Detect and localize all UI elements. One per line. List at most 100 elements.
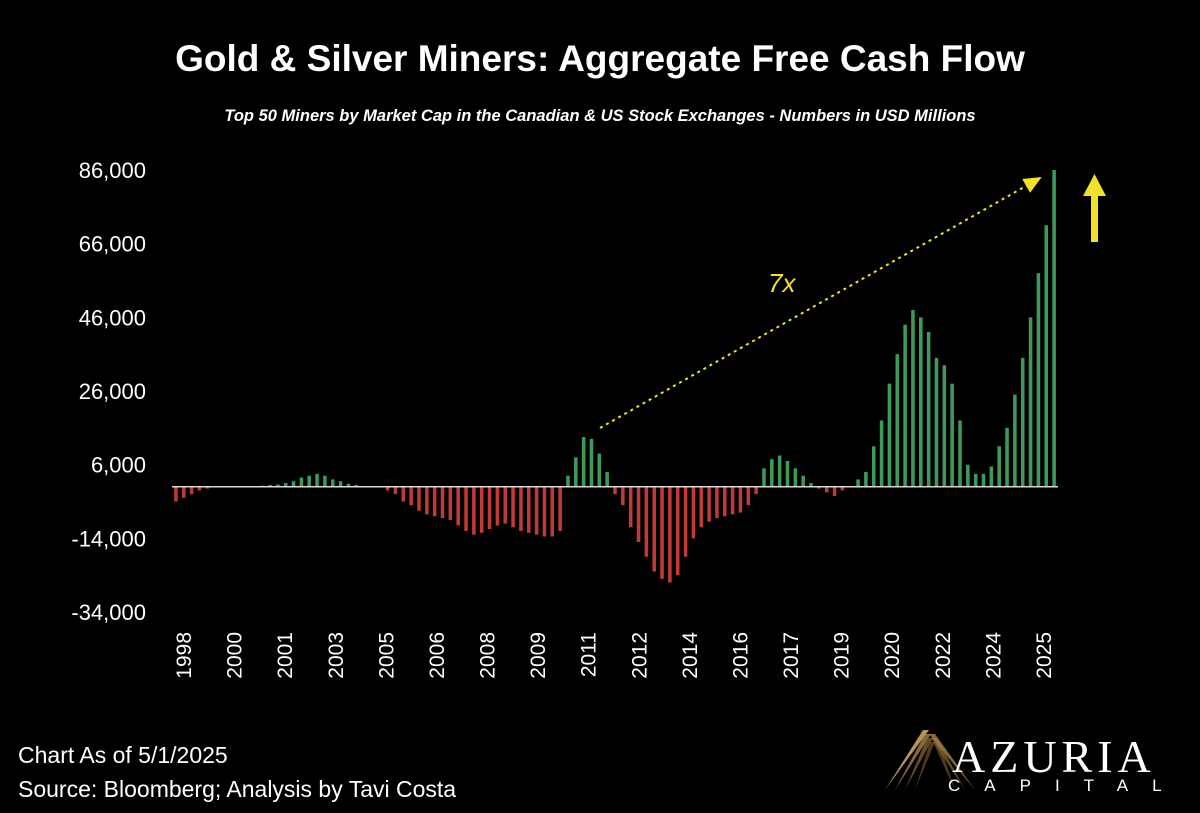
bar — [479, 486, 484, 533]
bar — [903, 324, 907, 487]
bar — [1044, 225, 1048, 487]
bar — [973, 473, 978, 487]
x-tick-label: 1998 — [173, 632, 196, 679]
bar — [542, 486, 547, 537]
bar — [1028, 317, 1033, 487]
bar — [621, 486, 625, 506]
bar — [942, 365, 947, 487]
y-tick-label: 46,000 — [79, 305, 146, 330]
bar — [738, 486, 743, 513]
bar — [315, 473, 319, 487]
x-tick-label: 2022 — [932, 632, 955, 679]
bar — [409, 486, 413, 506]
bar — [534, 486, 539, 535]
bar — [895, 354, 900, 487]
x-tick-label: 2020 — [881, 632, 904, 679]
bar — [981, 473, 986, 487]
x-tick-label: 2016 — [729, 632, 752, 679]
bar — [817, 486, 821, 489]
bar — [182, 486, 186, 498]
bar — [393, 486, 398, 495]
bar — [511, 486, 515, 528]
bar — [871, 446, 876, 487]
bar — [574, 457, 578, 487]
bar — [723, 486, 727, 517]
brand-subtitle: CAPITAL — [948, 776, 1186, 795]
x-tick-label: 2006 — [426, 632, 449, 679]
y-tick-label: 86,000 — [79, 158, 146, 183]
x-tick-label: 2001 — [274, 632, 297, 679]
bar — [456, 486, 460, 526]
y-tick-label: 26,000 — [79, 379, 146, 404]
bar — [605, 472, 609, 487]
bar — [597, 453, 602, 487]
bar — [189, 486, 194, 495]
chart-title: Gold & Silver Miners: Aggregate Free Cas… — [175, 38, 1025, 79]
up-arrow-icon — [1083, 174, 1106, 242]
chart-subtitle: Top 50 Miners by Market Cap in the Canad… — [224, 107, 976, 125]
bar — [997, 446, 1001, 487]
bar — [864, 472, 868, 487]
bar — [503, 486, 507, 524]
bar — [919, 317, 923, 487]
bar — [777, 455, 782, 487]
bar — [785, 460, 790, 487]
bar — [762, 468, 766, 487]
x-tick-label: 2025 — [1033, 632, 1056, 679]
bar — [770, 459, 774, 487]
bar — [887, 383, 892, 487]
y-tick-label: -34,000 — [71, 600, 146, 625]
x-tick-label: 2008 — [477, 632, 500, 679]
brand-name: AZURIA — [952, 731, 1156, 782]
bar — [754, 486, 758, 495]
bar — [809, 483, 813, 487]
bar — [660, 486, 664, 579]
bar — [338, 481, 343, 487]
x-tick-label: 2014 — [679, 632, 702, 679]
bars — [174, 170, 1056, 583]
bar — [291, 481, 296, 487]
bar — [746, 486, 751, 506]
bar — [966, 464, 970, 487]
bar — [683, 486, 688, 557]
x-tick-label: 2005 — [375, 632, 398, 679]
x-tick-label: 2000 — [224, 632, 247, 679]
bar — [636, 486, 641, 543]
bar — [1052, 170, 1056, 487]
bar — [1013, 394, 1017, 487]
bar — [644, 486, 649, 557]
bar-chart: 86,000 66,000 46,000 26,000 6,000 -14,000 -34,… — [71, 158, 1106, 679]
bar — [346, 483, 351, 487]
bar — [911, 309, 915, 487]
bar — [879, 420, 884, 487]
bar — [566, 475, 570, 487]
bar — [299, 477, 304, 487]
bar — [589, 438, 594, 487]
bar — [205, 486, 210, 489]
bar — [989, 466, 994, 487]
bar — [926, 332, 931, 487]
bar — [464, 486, 468, 531]
annotation-7x: 7x — [768, 268, 796, 298]
azuria-logo-icon — [885, 730, 975, 790]
bar — [268, 484, 272, 487]
bar — [440, 486, 445, 519]
bar — [707, 486, 711, 522]
bar — [1036, 273, 1041, 487]
bar — [323, 475, 327, 487]
bar — [472, 486, 476, 535]
bar — [824, 486, 829, 493]
bar — [425, 486, 429, 515]
x-tick-label: 2009 — [527, 632, 550, 679]
bar — [330, 479, 335, 487]
bar — [487, 486, 492, 530]
bar — [174, 486, 178, 502]
bar — [276, 484, 280, 487]
bar — [856, 479, 860, 487]
bar — [1020, 357, 1025, 487]
bar — [197, 486, 202, 491]
x-tick-label: 2003 — [325, 632, 348, 679]
bar — [495, 486, 500, 526]
y-axis: 86,000 66,000 46,000 26,000 6,000 -14,000 -34,… — [71, 158, 146, 625]
x-tick-label: 2017 — [780, 632, 803, 679]
